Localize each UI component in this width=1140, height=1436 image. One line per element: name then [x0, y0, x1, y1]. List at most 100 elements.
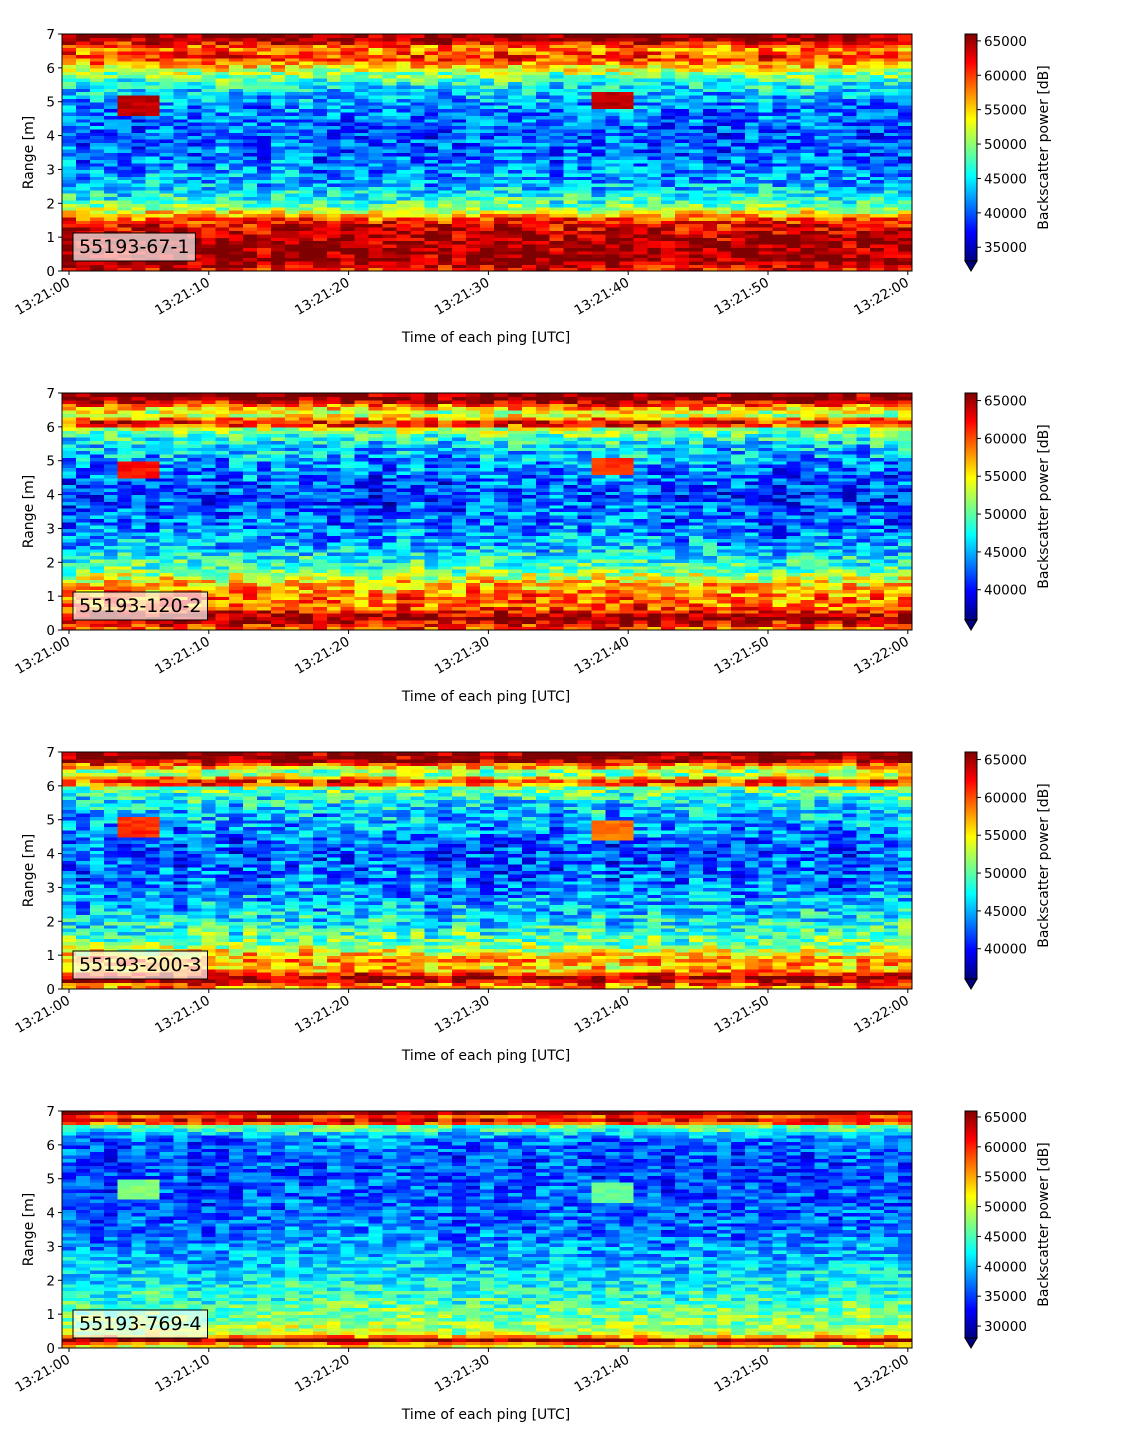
heatmap-cell — [870, 34, 885, 38]
heatmap-cell — [842, 34, 857, 38]
heatmap-cell — [717, 34, 732, 38]
heatmap-cell — [828, 34, 843, 38]
heatmap-cell — [633, 34, 648, 38]
heatmap-cell — [62, 393, 77, 397]
colorbar-tick-label: 45000 — [984, 171, 1027, 187]
colorbar-tick-label: 50000 — [984, 137, 1027, 153]
heatmap-cell — [90, 34, 105, 38]
heatmap-cell — [313, 34, 328, 38]
heatmap-cell — [452, 34, 467, 38]
panel-tag: 55193-67-1 — [73, 233, 195, 261]
colorbar-tick-label: 65000 — [984, 34, 1027, 50]
y-tick-label: 4 — [46, 129, 55, 145]
heatmap-cell — [494, 34, 509, 38]
heatmap-cell — [229, 34, 244, 38]
heatmap-cell — [90, 393, 105, 397]
heatmap-cell — [410, 34, 425, 38]
heatmap-cell — [661, 34, 676, 38]
heatmap-cell — [76, 34, 91, 38]
heatmap-cell — [814, 34, 829, 38]
heatmap-cell — [522, 34, 537, 38]
heatmap-cell — [703, 34, 718, 38]
heatmap-cell — [592, 34, 607, 38]
heatmap-cell — [466, 34, 481, 38]
heatmap-cell — [341, 34, 356, 38]
heatmap-cell — [647, 34, 662, 38]
heatmap-cell — [508, 34, 523, 38]
x-tick-label: 13:21:20 — [292, 275, 353, 319]
y-tick-label: 5 — [46, 95, 55, 111]
heatmap-cell — [731, 34, 746, 38]
panel-1: 0 1 2 3 4 5 6 7 Range [m] 13:21:00 13:21:10 13:21:2… — [12, 27, 1052, 346]
heatmap-cell — [689, 34, 704, 38]
heatmap-cell — [104, 393, 119, 397]
heatmap-cell — [173, 34, 188, 38]
colorbar-tick-label: 35000 — [984, 240, 1027, 256]
x-tick-label: 13:21:40 — [572, 275, 633, 319]
heatmap-cell — [327, 34, 342, 38]
y-tick-label: 2 — [46, 196, 55, 212]
heatmap-cell — [578, 34, 593, 38]
heatmap-cell — [369, 34, 384, 38]
colorbar-tick-label: 60000 — [984, 68, 1027, 84]
heatmap-cell — [438, 34, 453, 38]
heatmap-cell — [215, 34, 230, 38]
heatmap-cell — [243, 34, 258, 38]
heatmap-cell — [787, 34, 802, 38]
heatmap-cell — [271, 34, 286, 38]
heatmap-cell — [536, 34, 551, 38]
colorbar-tick-label: 40000 — [984, 206, 1027, 222]
heatmap-cell — [605, 34, 620, 38]
heatmap-cell — [62, 34, 77, 38]
y-tick-label: 1 — [46, 230, 55, 246]
heatmap-cell — [299, 34, 314, 38]
heatmap-cell — [173, 393, 188, 397]
heatmap-cell — [76, 393, 91, 397]
heatmap-cell — [856, 34, 871, 38]
heatmap-cell — [382, 34, 397, 38]
heatmap-cell — [564, 34, 579, 38]
heatmap-cell — [424, 34, 439, 38]
heatmap-cell — [160, 34, 175, 38]
heatmap-cell — [132, 34, 147, 38]
x-tick-label: 13:21:00 — [12, 275, 73, 319]
heatmap-cell — [355, 34, 370, 38]
heatmap-cell — [201, 34, 216, 38]
y-tick-label: 7 — [46, 27, 55, 43]
heatmap-cell — [773, 34, 788, 38]
heatmap-cell — [898, 34, 913, 38]
x-axis-label: Time of each ping [UTC] — [401, 330, 571, 346]
heatmap-cell — [257, 34, 272, 38]
panel-2: 01234567Range [m]13:21:00 13:21:10 13:21:2… — [12, 386, 1052, 705]
heatmap-cell — [146, 393, 161, 397]
colorbar-tick-label: 55000 — [984, 103, 1027, 119]
y-tick-label: 6 — [46, 61, 55, 77]
heatmap-cell — [132, 393, 147, 397]
y-tick-label: 3 — [46, 162, 55, 178]
heatmap-cell — [104, 34, 119, 38]
x-tick-label: 13:22:00 — [851, 275, 912, 319]
heatmap-cell — [884, 34, 899, 38]
heatmap-cell — [118, 34, 133, 38]
heatmap-cell — [619, 34, 634, 38]
y-tick-label: 0 — [46, 264, 55, 280]
panel-tag-text: 55193-67-1 — [79, 236, 189, 258]
heatmap-cell — [480, 34, 495, 38]
colorbar-label: Backscatter power [dB] — [1036, 65, 1052, 230]
heatmap-cell — [675, 34, 690, 38]
heatmap-cell — [146, 34, 161, 38]
heatmap-cell — [396, 34, 411, 38]
y-axis-label: Range [m] — [21, 116, 37, 189]
heatmap-cell — [160, 393, 175, 397]
heatmap-cell — [550, 34, 565, 38]
colorbar-extend-arrow — [965, 261, 977, 271]
heatmap-cell — [118, 393, 133, 397]
heatmap-cell — [187, 34, 202, 38]
x-tick-label: 13:21:10 — [152, 275, 213, 319]
x-tick-label: 13:21:50 — [711, 275, 772, 319]
x-tick-label: 13:21:30 — [432, 275, 493, 319]
heatmap-cell — [285, 34, 300, 38]
heatmap-cell — [759, 34, 774, 38]
colorbar — [965, 34, 977, 261]
